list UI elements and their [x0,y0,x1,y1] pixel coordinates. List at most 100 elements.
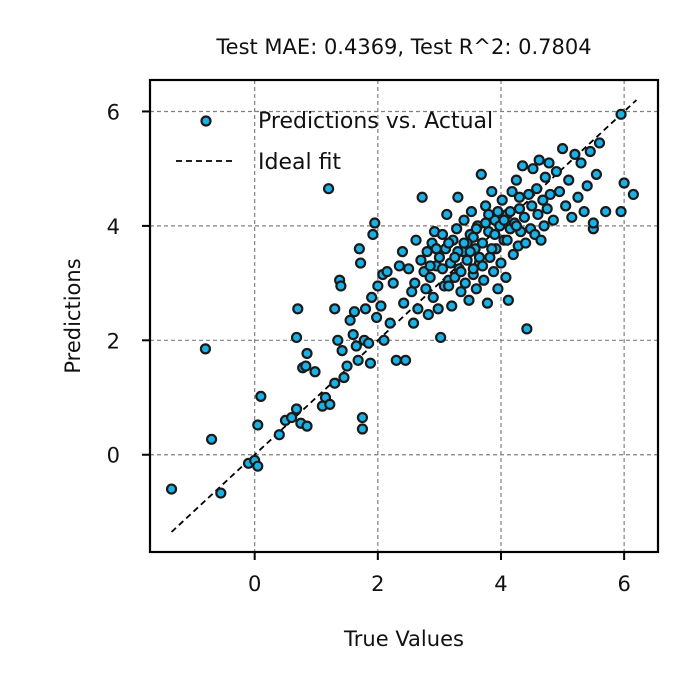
scatter-point [322,183,335,195]
scatter-point [407,317,420,329]
scatter-point [427,291,439,304]
scatter-point [518,211,530,223]
scatter-point [513,203,526,215]
scatter-point [504,205,516,218]
chart-title: Test MAE: 0.4369, Test R^2: 0.7804 [215,35,591,59]
scatter-point [301,420,313,432]
scatter-point [470,283,482,295]
scatter-point [366,291,378,304]
scatter-point [492,283,504,295]
scatter-point [467,263,479,275]
scatter-point [344,314,356,326]
x-tick-label: 2 [371,572,384,596]
scatter-point [332,334,344,346]
x-axis-label: True Values [343,627,464,651]
scatter-point [300,360,312,372]
scatter-point [486,185,498,198]
scatter-point [539,171,551,183]
scatter-point [590,168,603,180]
scatter-point [435,331,447,344]
y-axis-label: Predictions [61,258,85,373]
scatter-point [475,168,487,180]
scatter-point [478,274,490,286]
scatter-point [615,205,627,218]
scatter-point [506,185,518,198]
scatter-point [560,200,572,212]
scatter-point [422,308,434,321]
scatter-point [364,357,377,369]
scatter-point [544,188,556,201]
plot-frame [148,78,660,554]
scatter-point [593,137,606,149]
scatter-point [483,208,495,221]
scatter-point [352,354,364,366]
scatter-point [416,191,428,203]
scatter-point [354,257,367,269]
scatter-point [370,311,383,324]
scatter-point [458,214,470,226]
scatter-point [393,260,405,272]
scatter-point [252,460,264,472]
scatter-point [487,266,500,278]
scatter-point [399,354,412,366]
scatter-point [550,165,563,178]
axis-ticks: 0 2 4 6 0 2 4 6 [107,100,631,596]
scatter-point [412,303,424,315]
scatter-point [432,303,444,315]
scatter-point [324,398,336,410]
scatter-point [199,343,212,355]
scatter-point [458,237,470,249]
scatter-point [424,260,436,272]
scatter-point [455,286,467,298]
scatter-point [526,200,538,212]
scatter-point [424,271,436,283]
scatter-point [584,145,596,158]
scatter-point [430,243,442,255]
x-tick-label: 0 [248,572,261,596]
scatter-point [464,246,476,258]
scatter-point [486,243,498,255]
scatter-point [421,246,433,258]
scatter-point [375,300,387,312]
scatter-point [481,297,494,309]
scatter-point [581,180,593,192]
scatter-point [356,423,369,435]
scatter-point [527,163,539,175]
scatter-point [356,411,369,424]
scatter-point [410,234,422,246]
scatter-point [531,183,543,195]
scatter-point [443,237,455,249]
scatter-point [436,228,449,241]
scatter-point [273,429,285,441]
x-tick-label: 6 [617,572,630,596]
scatter-point [403,263,415,275]
scatter-point [510,220,522,232]
y-tick-label: 2 [107,329,120,353]
scatter-point [329,377,341,389]
scatter-point [338,371,350,384]
scatter-point [520,237,532,249]
scatter-point [476,237,489,249]
scatter-point [292,303,304,315]
scatter-point [492,205,504,218]
scatter-point [476,260,489,272]
scatter-point [533,154,545,166]
scatter-point [455,266,467,278]
scatter-point [463,294,475,306]
scatter-point [575,157,587,169]
scatter-point [502,294,514,306]
scatter-point [205,433,218,445]
scatter-point [587,217,599,229]
legend: Predictions vs. Actual Ideal fit [176,109,493,175]
grid-lines [150,80,658,552]
scatter-point [618,177,630,189]
scatter-point [165,483,178,495]
scatter-point [563,174,575,186]
scatter-point [498,214,510,226]
scatter-point [449,251,461,263]
scatter-point [390,354,402,366]
scatter-point [359,303,372,315]
